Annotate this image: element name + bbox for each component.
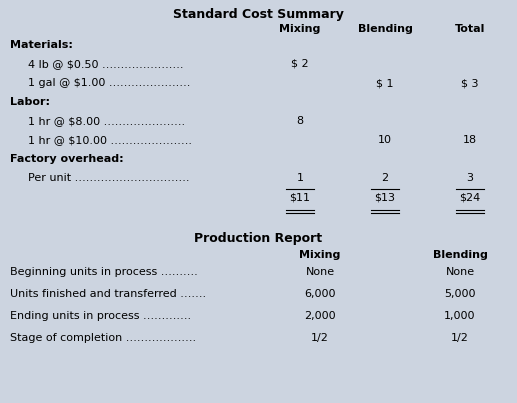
Text: 1/2: 1/2	[311, 333, 329, 343]
Text: 1 gal @ $1.00 ………………….: 1 gal @ $1.00 ………………….	[28, 78, 190, 88]
Text: Units finished and transferred …….: Units finished and transferred …….	[10, 289, 206, 299]
Text: Production Report: Production Report	[194, 232, 323, 245]
Text: 1 hr @ $8.00 ………………….: 1 hr @ $8.00 ………………….	[28, 116, 185, 126]
Text: 2: 2	[382, 173, 389, 183]
Text: $24: $24	[460, 192, 481, 202]
Text: Ending units in process ………….: Ending units in process ………….	[10, 311, 191, 321]
Text: None: None	[446, 267, 475, 277]
Text: $ 2: $ 2	[291, 59, 309, 69]
Text: $13: $13	[374, 192, 396, 202]
Text: 1/2: 1/2	[451, 333, 469, 343]
Text: Mixing: Mixing	[279, 24, 321, 34]
Text: Standard Cost Summary: Standard Cost Summary	[173, 8, 344, 21]
Text: 4 lb @ $0.50 ………………….: 4 lb @ $0.50 ………………….	[28, 59, 184, 69]
Text: 10: 10	[378, 135, 392, 145]
Text: Labor:: Labor:	[10, 97, 50, 107]
Text: 8: 8	[296, 116, 303, 126]
Text: 1: 1	[297, 173, 303, 183]
Text: 2,000: 2,000	[304, 311, 336, 321]
Text: Blending: Blending	[433, 250, 488, 260]
Text: Materials:: Materials:	[10, 40, 73, 50]
Text: None: None	[306, 267, 334, 277]
Text: Blending: Blending	[358, 24, 413, 34]
Text: 5,000: 5,000	[444, 289, 476, 299]
Text: Mixing: Mixing	[299, 250, 341, 260]
Text: $ 3: $ 3	[461, 78, 479, 88]
Text: Stage of completion ……………….: Stage of completion ……………….	[10, 333, 196, 343]
Text: 6,000: 6,000	[304, 289, 336, 299]
Text: 1,000: 1,000	[444, 311, 476, 321]
Text: 1 hr @ $10.00 ………………….: 1 hr @ $10.00 ………………….	[28, 135, 192, 145]
Text: Factory overhead:: Factory overhead:	[10, 154, 124, 164]
Text: $11: $11	[290, 192, 311, 202]
Text: Beginning units in process ……….: Beginning units in process ……….	[10, 267, 197, 277]
Text: $ 1: $ 1	[376, 78, 394, 88]
Text: 3: 3	[466, 173, 474, 183]
Text: 18: 18	[463, 135, 477, 145]
Text: Total: Total	[455, 24, 485, 34]
Text: Per unit ………………………….: Per unit ………………………….	[28, 173, 190, 183]
